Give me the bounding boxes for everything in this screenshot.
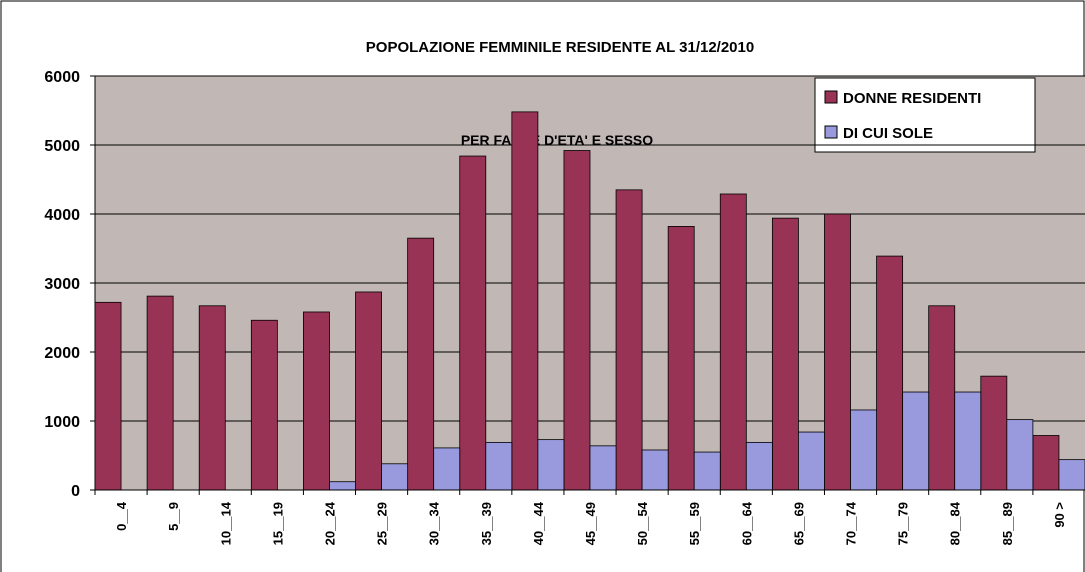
bar (1032, 435, 1060, 491)
x-tick-label: 75__79 (896, 502, 911, 545)
bar (1006, 419, 1034, 491)
legend-swatch (824, 125, 838, 139)
x-tick-label: 30__34 (427, 501, 442, 545)
bar (902, 391, 930, 491)
bar (876, 255, 904, 491)
bar (511, 111, 539, 491)
bar (928, 305, 956, 491)
legend-swatch (824, 90, 838, 104)
x-tick-label: 20__24 (322, 501, 337, 545)
bar (381, 463, 409, 491)
x-tick-label: 25__29 (375, 502, 390, 545)
bar (667, 226, 695, 491)
y-tick-label: 3000 (44, 276, 80, 293)
bar (407, 237, 435, 491)
bar (771, 217, 799, 491)
legend-label: DONNE RESIDENTI (843, 90, 981, 107)
bar (1058, 459, 1085, 491)
x-tick-label: 15__19 (270, 502, 285, 545)
x-tick-label: 90 > (1052, 502, 1067, 528)
y-tick-label: 6000 (44, 69, 80, 86)
x-tick-label: 85__89 (1000, 502, 1015, 545)
chart-subtitle: PER FASCE D'ETA' E SESSO (461, 132, 653, 148)
x-tick-label: 0__4 (114, 501, 129, 531)
bar (641, 449, 669, 491)
bar (589, 445, 617, 491)
bar (745, 441, 773, 491)
x-tick-label: 10__14 (218, 501, 233, 545)
x-tick-label: 65__69 (791, 502, 806, 545)
x-tick-label: 80__84 (948, 501, 963, 545)
bar (250, 319, 278, 491)
bar (850, 409, 877, 491)
y-tick-label: 2000 (44, 345, 80, 362)
x-tick-label: 70__74 (844, 501, 859, 545)
bar (719, 193, 747, 491)
bar (615, 189, 643, 491)
bar (433, 447, 461, 491)
y-tick-label: 4000 (44, 207, 80, 224)
bar (954, 391, 982, 491)
bar (824, 213, 851, 491)
y-tick-label: 0 (71, 483, 80, 500)
bar (537, 439, 565, 491)
bar (485, 441, 513, 491)
x-tick-label: 5__9 (166, 502, 181, 531)
x-tick-label: 55__59 (687, 502, 702, 545)
bar (563, 150, 591, 491)
x-tick-label: 40__44 (531, 501, 546, 545)
legend-box (814, 77, 1036, 153)
bar (693, 451, 721, 491)
bar (94, 301, 122, 491)
x-tick-label: 45__49 (583, 502, 598, 545)
bar (329, 481, 356, 491)
bar (355, 291, 382, 491)
bar (303, 311, 330, 491)
bar (980, 375, 1008, 491)
bar (459, 155, 487, 491)
x-tick-label: 35__39 (479, 502, 494, 545)
bar (198, 305, 226, 491)
legend-label: DI CUI SOLE (843, 125, 933, 142)
y-tick-label: 5000 (44, 138, 80, 155)
chart-title: POPOLAZIONE FEMMINILE RESIDENTE AL 31/12… (366, 39, 754, 56)
y-tick-label: 1000 (44, 414, 80, 431)
bar (146, 295, 174, 491)
x-tick-label: 50__54 (635, 501, 650, 545)
legend: DONNE RESIDENTI DI CUI SOLE (814, 77, 1036, 153)
x-tick-label: 60__64 (739, 501, 754, 545)
bar (798, 431, 825, 491)
